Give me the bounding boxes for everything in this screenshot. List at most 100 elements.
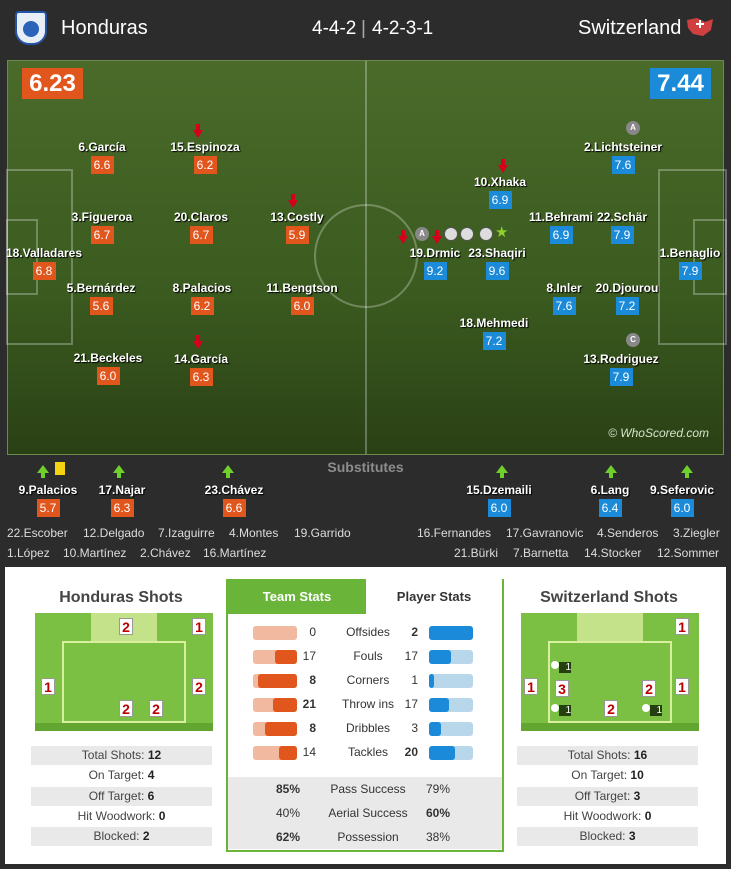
- away-player[interactable]: 13.Rodriguez 7.9: [583, 352, 659, 386]
- home-player[interactable]: 13.Costly 5.9: [270, 210, 324, 244]
- stats-panel: Honduras Shots 2 1 1 2 2 2 Total Shots: …: [5, 567, 726, 864]
- away-player[interactable]: 8.Inler 7.6: [546, 281, 582, 315]
- home-penalty-box: [6, 169, 73, 345]
- bench-player[interactable]: 22.Escober: [7, 526, 68, 540]
- away-player[interactable]: 23.Shaqiri 9.6: [468, 246, 526, 280]
- home-player[interactable]: 18.Valladares 6.8: [5, 246, 83, 280]
- shot-zone-count: 1: [192, 618, 206, 635]
- away-stat-bar-fill: [429, 674, 434, 688]
- substitutes-title: Substitutes: [327, 459, 404, 475]
- bench-player[interactable]: 7.Izaguirre: [158, 526, 215, 540]
- home-percentage: 85%: [275, 782, 301, 796]
- subbed-on-icon: [113, 465, 125, 478]
- bench-player[interactable]: 3.Ziegler: [673, 526, 720, 540]
- home-six-yard-box: [6, 219, 38, 295]
- bench-player[interactable]: 1.López: [7, 546, 50, 560]
- goal-ball-icon: [460, 227, 474, 241]
- away-player[interactable]: 20.Djourou 7.2: [595, 281, 659, 315]
- away-substitute[interactable]: 9.Seferovic 6.0: [649, 483, 715, 517]
- bench-player[interactable]: 12.Sommer: [657, 546, 720, 560]
- home-blocked: Blocked: 2: [31, 827, 212, 846]
- home-player[interactable]: 5.Bernárdez 5.6: [66, 281, 136, 315]
- bench-player[interactable]: 7.Barnetta: [513, 546, 569, 560]
- away-stat-bar-fill: [429, 722, 441, 736]
- tab-player-stats[interactable]: Player Stats: [366, 579, 502, 614]
- goal-ball-icon: [444, 227, 458, 241]
- penalty-area: [62, 641, 186, 723]
- bench-player[interactable]: 16.Martínez: [203, 546, 267, 560]
- formation-pitch: 6.23 7.44 6.García 6.6 15.Espinoza 6.2 3.F…: [6, 60, 727, 455]
- shot-zone-count: 1: [41, 678, 55, 695]
- bench-player[interactable]: 4.Montes: [229, 526, 279, 540]
- home-player[interactable]: 8.Palacios 6.2: [172, 281, 232, 315]
- subbed-off-icon: [288, 194, 298, 208]
- away-player[interactable]: 11.Behrami 6.9: [528, 210, 594, 244]
- blocked-shot-icon: 1: [551, 704, 571, 716]
- shot-zone-count: 2: [642, 680, 656, 697]
- home-stat-bar-fill: [258, 674, 297, 688]
- home-team-name[interactable]: Honduras: [61, 17, 148, 39]
- tab-team-stats[interactable]: Team Stats: [228, 579, 366, 614]
- shot-zone-count: 2: [604, 700, 618, 717]
- home-stat-bar: [253, 698, 297, 712]
- away-team-name[interactable]: Switzerland: [578, 17, 682, 39]
- away-player[interactable]: 10.Xhaka 6.9: [473, 175, 527, 209]
- away-player[interactable]: 1.Benaglio 7.9: [659, 246, 721, 280]
- subbed-on-icon: [222, 465, 234, 478]
- bench-player[interactable]: 10.Martínez: [63, 546, 127, 560]
- home-player[interactable]: 3.Figueroa 6.7: [71, 210, 133, 244]
- home-player[interactable]: 15.Espinoza 6.2: [170, 140, 240, 174]
- percentage-stat-row: 40% Aerial Success 60%: [228, 801, 502, 825]
- home-off-target: Off Target: 6: [31, 787, 212, 806]
- away-player[interactable]: 2.Lichtsteiner 7.6: [583, 140, 663, 174]
- subbed-off-icon: [193, 335, 203, 349]
- subbed-on-icon: [496, 465, 508, 478]
- bench-player[interactable]: 4.Senderos: [597, 526, 659, 540]
- home-player[interactable]: 21.Beckeles 6.0: [73, 351, 143, 385]
- home-player[interactable]: 6.García 6.6: [78, 140, 126, 174]
- bench-player[interactable]: 12.Delgado: [83, 526, 145, 540]
- team-stat-row: 8 Corners 1: [228, 669, 502, 693]
- bench-player[interactable]: 2.Chávez: [140, 546, 191, 560]
- away-formation: 4-2-3-1: [372, 18, 434, 39]
- stat-label: Offsides: [346, 625, 390, 639]
- away-stat-bar: [429, 626, 473, 640]
- home-team-rating: 6.23: [22, 68, 83, 99]
- home-stat-bar-fill: [279, 746, 297, 760]
- yellow-card-icon: [55, 462, 65, 475]
- away-player[interactable]: 19.Drmic 9.2: [409, 246, 461, 280]
- away-substitute[interactable]: 6.Lang 6.4: [590, 483, 630, 517]
- bench-player[interactable]: 19.Garrido: [294, 526, 351, 540]
- subbed-off-icon: [193, 124, 203, 138]
- bench-player[interactable]: 16.Fernandes: [417, 526, 492, 540]
- home-substitute[interactable]: 17.Najar 6.3: [98, 483, 146, 517]
- switzerland-crest-icon: [687, 18, 713, 36]
- away-blocked: Blocked: 3: [517, 827, 698, 846]
- home-stat-value: 14: [302, 745, 316, 759]
- home-player[interactable]: 14.García 6.3: [173, 352, 229, 386]
- away-stat-value: 3: [411, 721, 418, 735]
- away-penalty-box: [658, 169, 727, 345]
- assist-badge-icon: A: [415, 227, 429, 241]
- away-six-yard-box: [693, 219, 727, 295]
- home-player[interactable]: 11.Bengtson 6.0: [266, 281, 338, 315]
- home-substitute[interactable]: 9.Palacios 5.7: [18, 483, 78, 517]
- match-header: Honduras 4-4-2 | 4-2-3-1 Switzerland: [0, 0, 731, 58]
- shot-zone-count: 2: [119, 618, 133, 635]
- away-stat-bar-fill: [429, 650, 451, 664]
- away-player[interactable]: 22.Schär 7.9: [596, 210, 648, 244]
- away-shots-title: Switzerland Shots: [540, 589, 678, 606]
- bench-player[interactable]: 17.Gavranovic: [506, 526, 584, 540]
- away-stat-bar: [429, 722, 473, 736]
- away-stat-bar-fill: [429, 698, 449, 712]
- subbed-off-icon: [498, 159, 508, 173]
- percentage-stat-row: 62% Possession 38%: [228, 825, 502, 849]
- bench-player[interactable]: 21.Bürki: [454, 546, 499, 560]
- substitutes-panel: Substitutes 9.Palacios 5.7 17.Najar 6.3 23…: [0, 457, 731, 565]
- bench-player[interactable]: 14.Stocker: [584, 546, 642, 560]
- home-substitute[interactable]: 23.Chávez 6.6: [204, 483, 264, 517]
- subbed-off-icon: [432, 230, 442, 244]
- home-player[interactable]: 20.Claros 6.7: [173, 210, 229, 244]
- away-substitute[interactable]: 15.Dzemaili 6.0: [466, 483, 532, 517]
- away-player[interactable]: 18.Mehmedi 7.2: [459, 316, 529, 350]
